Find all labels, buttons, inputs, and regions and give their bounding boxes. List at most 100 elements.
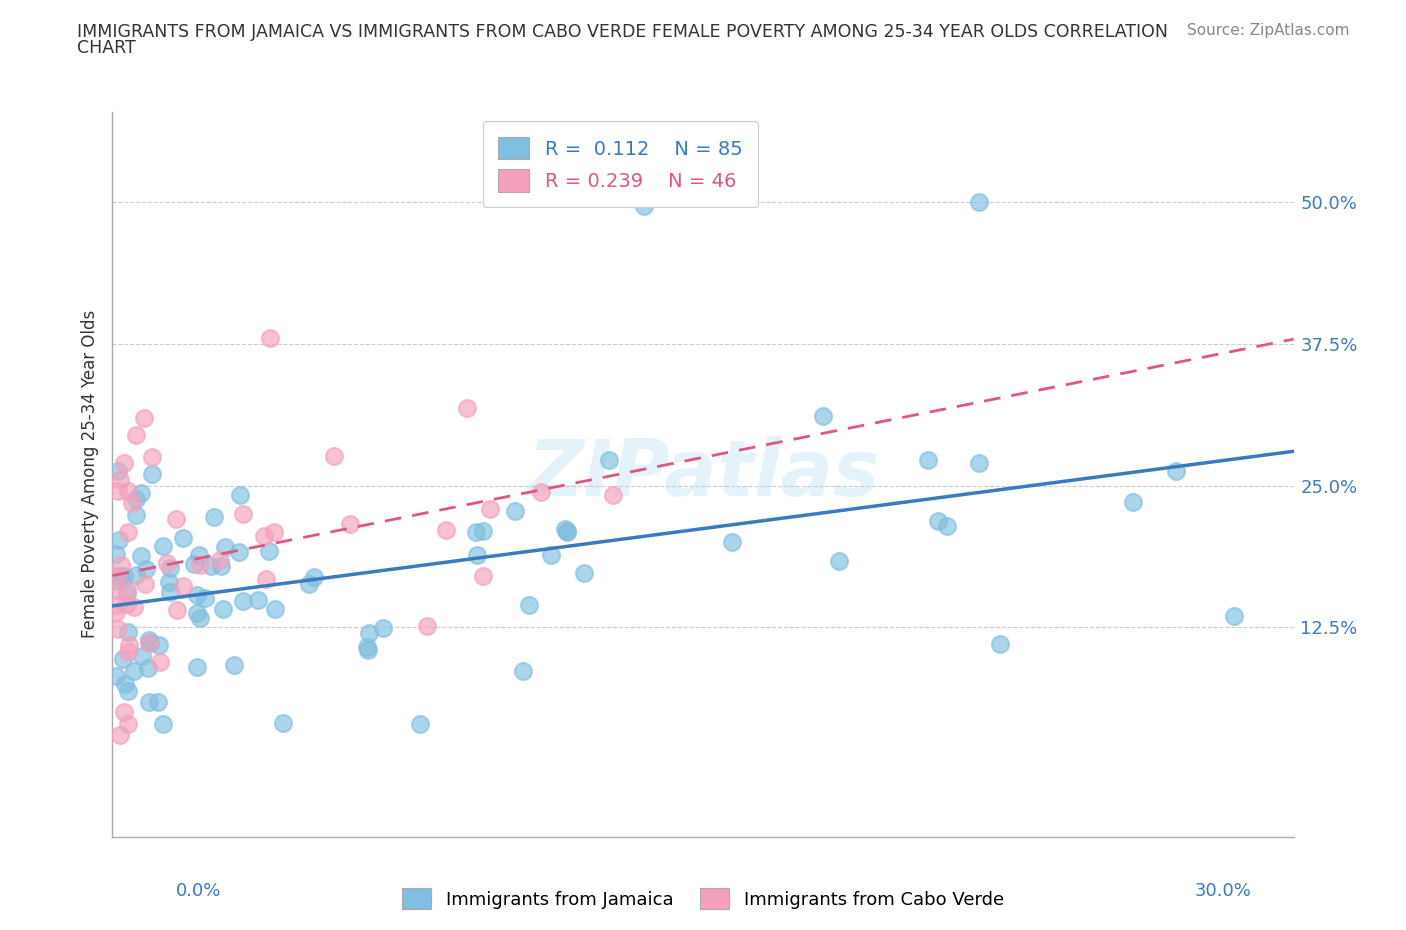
- Point: [271, 715, 294, 730]
- Point: [186, 588, 208, 603]
- Point: [465, 525, 488, 539]
- Point: [105, 568, 128, 583]
- Point: [434, 523, 457, 538]
- Point: [132, 410, 155, 425]
- Point: [209, 558, 232, 573]
- Text: IMMIGRANTS FROM JAMAICA VS IMMIGRANTS FROM CABO VERDE FEMALE POVERTY AMONG 25-34: IMMIGRANTS FROM JAMAICA VS IMMIGRANTS FR…: [77, 23, 1168, 41]
- Point: [188, 548, 211, 563]
- Legend: R =  0.112    N = 85, R = 0.239    N = 46: R = 0.112 N = 85, R = 0.239 N = 46: [482, 121, 758, 207]
- Point: [114, 677, 136, 692]
- Point: [554, 522, 576, 537]
- Point: [138, 635, 160, 650]
- Point: [1223, 608, 1246, 623]
- Point: [105, 604, 128, 619]
- Point: [246, 592, 269, 607]
- Text: 0.0%: 0.0%: [176, 882, 221, 899]
- Point: [208, 552, 231, 567]
- Point: [416, 618, 439, 633]
- Point: [517, 598, 540, 613]
- Point: [202, 509, 225, 524]
- Point: [110, 727, 132, 742]
- Legend: Immigrants from Jamaica, Immigrants from Cabo Verde: Immigrants from Jamaica, Immigrants from…: [395, 881, 1011, 916]
- Point: [108, 568, 131, 583]
- Point: [125, 427, 148, 442]
- Point: [105, 669, 128, 684]
- Point: [505, 504, 527, 519]
- Point: [111, 651, 134, 666]
- Point: [927, 514, 949, 529]
- Point: [188, 558, 211, 573]
- Point: [112, 705, 135, 720]
- Point: [935, 519, 957, 534]
- Text: 30.0%: 30.0%: [1195, 882, 1251, 899]
- Point: [371, 620, 394, 635]
- Point: [263, 525, 285, 539]
- Point: [117, 684, 139, 698]
- Point: [967, 195, 990, 210]
- Text: Source: ZipAtlas.com: Source: ZipAtlas.com: [1187, 23, 1350, 38]
- Point: [602, 488, 624, 503]
- Point: [136, 660, 159, 675]
- Point: [117, 596, 139, 611]
- Point: [125, 492, 148, 507]
- Point: [264, 602, 287, 617]
- Point: [228, 487, 250, 502]
- Point: [214, 539, 236, 554]
- Point: [188, 610, 211, 625]
- Point: [108, 532, 131, 547]
- Point: [107, 484, 129, 498]
- Point: [555, 524, 578, 538]
- Point: [125, 567, 148, 582]
- Point: [183, 557, 205, 572]
- Point: [138, 632, 160, 647]
- Point: [472, 524, 495, 538]
- Point: [200, 558, 222, 573]
- Point: [1164, 463, 1187, 478]
- Point: [112, 456, 135, 471]
- Point: [530, 485, 553, 499]
- Point: [479, 502, 502, 517]
- Point: [135, 562, 157, 577]
- Text: CHART: CHART: [77, 39, 136, 57]
- Point: [105, 574, 128, 589]
- Point: [1122, 495, 1144, 510]
- Point: [555, 525, 578, 539]
- Point: [222, 658, 245, 672]
- Point: [357, 643, 380, 658]
- Point: [125, 507, 148, 522]
- Point: [572, 566, 595, 581]
- Point: [131, 648, 153, 663]
- Point: [141, 450, 163, 465]
- Point: [105, 583, 128, 598]
- Point: [359, 626, 381, 641]
- Point: [633, 198, 655, 213]
- Point: [129, 549, 152, 564]
- Point: [152, 716, 174, 731]
- Point: [122, 663, 145, 678]
- Text: ZIPatlas: ZIPatlas: [527, 436, 879, 512]
- Point: [465, 547, 488, 562]
- Point: [122, 599, 145, 614]
- Point: [107, 621, 129, 636]
- Point: [118, 638, 141, 653]
- Point: [409, 716, 432, 731]
- Point: [105, 547, 128, 562]
- Point: [322, 448, 344, 463]
- Point: [105, 597, 128, 612]
- Point: [110, 558, 132, 573]
- Point: [165, 512, 187, 526]
- Point: [339, 516, 361, 531]
- Point: [117, 625, 139, 640]
- Point: [117, 525, 139, 539]
- Point: [115, 586, 138, 601]
- Point: [212, 602, 235, 617]
- Point: [356, 640, 378, 655]
- Point: [988, 636, 1011, 651]
- Point: [253, 529, 276, 544]
- Point: [149, 655, 172, 670]
- Point: [228, 545, 250, 560]
- Point: [827, 554, 849, 569]
- Point: [298, 577, 321, 591]
- Point: [148, 637, 170, 652]
- Point: [721, 535, 744, 550]
